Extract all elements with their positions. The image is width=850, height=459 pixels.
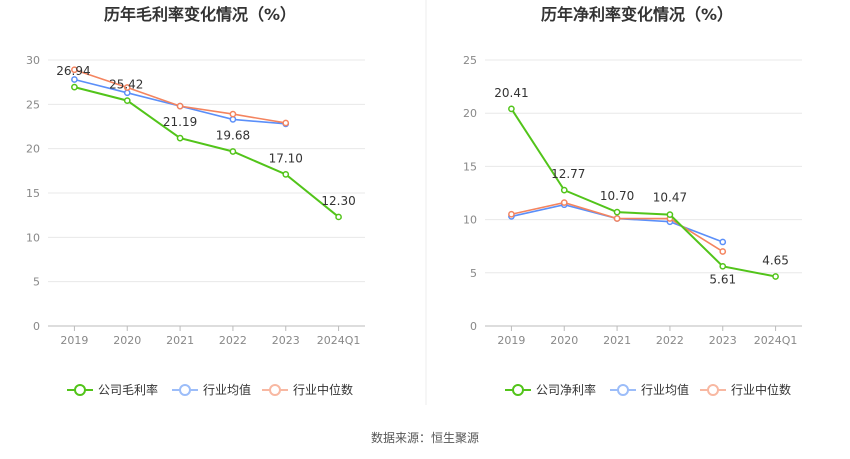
data-point (71, 66, 78, 74)
legend-label: 行业中位数 (731, 382, 791, 397)
x-tick-label: 2023 (709, 334, 737, 347)
data-point (613, 215, 621, 222)
data-point (229, 148, 237, 155)
data-point (719, 238, 727, 246)
y-tick-label: 30 (26, 54, 40, 67)
y-tick-label: 20 (463, 107, 477, 120)
data-label: 19.68 (216, 129, 250, 143)
data-point (666, 211, 674, 218)
data-point (508, 105, 515, 113)
data-label: 4.65 (762, 254, 789, 268)
data-point (176, 102, 184, 110)
series-line (74, 86, 340, 218)
data-point (508, 210, 515, 218)
x-tick-label: 2022 (219, 334, 247, 347)
data-label: 12.77 (551, 167, 585, 181)
data-label: 17.10 (269, 151, 303, 165)
x-tick-label: 2021 (166, 334, 194, 347)
data-point (719, 248, 727, 255)
data-point (176, 134, 184, 142)
y-tick-label: 0 (33, 320, 40, 333)
y-tick-label: 15 (26, 187, 40, 200)
x-tick-label: 2020 (113, 334, 141, 347)
data-label: 10.47 (653, 191, 687, 205)
data-point (335, 213, 342, 221)
x-tick-label: 2020 (550, 334, 578, 347)
x-tick-label: 2022 (656, 334, 684, 347)
data-label: 5.61 (709, 272, 736, 286)
data-point (282, 119, 290, 127)
source-note: 数据来源：恒生聚源 (371, 430, 479, 445)
data-point (719, 262, 727, 270)
chart-title: 历年毛利率变化情况（%） (104, 5, 296, 24)
x-tick-label: 2023 (272, 334, 300, 347)
data-point (123, 97, 131, 104)
x-tick-label: 2021 (603, 334, 631, 347)
legend-label: 公司毛利率 (98, 382, 158, 397)
legend-label: 行业中位数 (293, 382, 353, 397)
data-point (229, 110, 237, 118)
legend-swatch-marker (74, 384, 86, 396)
legend-swatch-marker (269, 384, 281, 396)
data-point (613, 208, 621, 216)
data-point (229, 116, 237, 123)
x-tick-label: 2019 (497, 334, 525, 347)
series-line (510, 108, 776, 278)
data-label: 26.94 (56, 64, 90, 78)
data-label: 25.42 (109, 78, 143, 92)
x-tick-label: 2024Q1 (317, 334, 361, 347)
data-point (560, 186, 568, 194)
y-tick-label: 25 (463, 54, 477, 67)
y-tick-label: 5 (470, 267, 477, 280)
legend-swatch-marker (512, 384, 524, 396)
net-margin-chart: 历年净利率变化情况（%） 0 5 10 15 20 25 2019 2020 2021 2022 20… (463, 5, 802, 397)
legend-swatch-marker (707, 384, 719, 396)
y-tick-label: 20 (26, 143, 40, 156)
legend-label: 行业均值 (641, 382, 689, 397)
data-point (123, 84, 131, 91)
data-label: 12.30 (321, 194, 355, 208)
gross-margin-chart: 历年毛利率变化情况（%） 0 5 10 15 20 25 30 2019 2020 2021 2022… (26, 5, 365, 397)
data-point (71, 83, 78, 91)
x-tick-label: 2019 (60, 334, 88, 347)
y-tick-label: 10 (26, 231, 40, 244)
legend-label: 公司净利率 (536, 382, 596, 397)
y-tick-label: 15 (463, 160, 477, 173)
data-label: 10.70 (600, 189, 634, 203)
chart-title: 历年净利率变化情况（%） (541, 5, 733, 24)
data-point (71, 76, 78, 83)
legend-swatch-marker (179, 384, 191, 396)
data-label: 21.19 (163, 115, 197, 129)
y-tick-label: 10 (463, 214, 477, 227)
data-point (560, 199, 568, 206)
data-label: 20.41 (494, 86, 528, 100)
y-tick-label: 25 (26, 98, 40, 111)
y-tick-label: 5 (33, 276, 40, 289)
legend-label: 行业均值 (203, 382, 251, 397)
x-tick-label: 2024Q1 (754, 334, 798, 347)
data-point (772, 273, 779, 280)
data-point (282, 171, 290, 178)
y-tick-label: 0 (470, 320, 477, 333)
legend-swatch-marker (617, 384, 629, 396)
